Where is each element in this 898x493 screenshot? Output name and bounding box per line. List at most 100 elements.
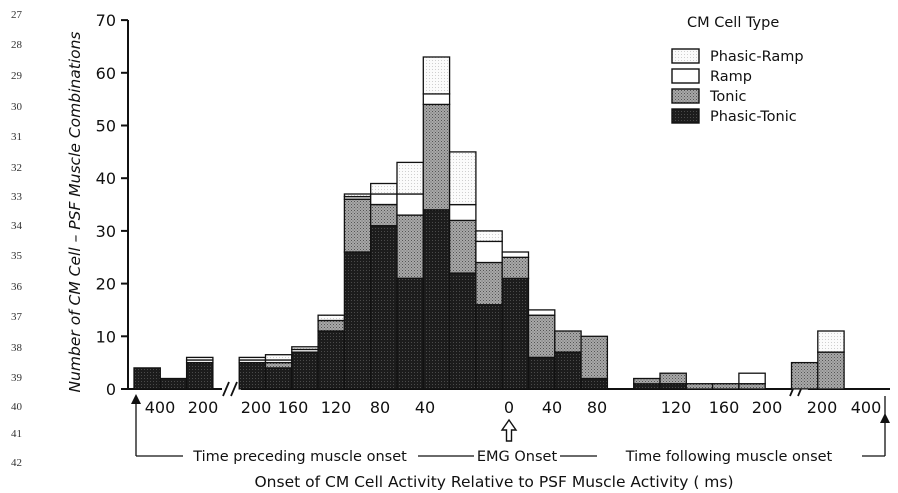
bar-segment-ramp <box>448 203 477 222</box>
x-tick-label: 80 <box>587 398 607 417</box>
x-tick-label: 400 <box>145 398 176 417</box>
bar-segment-phasic-ramp <box>448 151 477 206</box>
bar-segment-phasic-tonic <box>527 356 556 390</box>
axis-break-mark <box>230 381 238 397</box>
bar-segment-phasic-tonic <box>317 330 346 390</box>
bar-segment-tonic <box>396 214 424 279</box>
bar-segment-tonic <box>659 372 687 385</box>
y-tick-label: 30 <box>96 222 116 241</box>
bar-segment-phasic-ramp <box>370 182 398 195</box>
x-tick-label: 400 <box>851 398 882 417</box>
bar-segment-phasic-tonic <box>238 361 267 390</box>
y-axis-label: Number of CM Cell – PSF Muscle Combinati… <box>66 32 84 393</box>
x-tick-label: 200 <box>188 398 219 417</box>
line-number: 37 <box>11 311 23 323</box>
bar-segment-phasic-tonic <box>396 277 424 390</box>
y-tick-label: 0 <box>106 380 116 399</box>
x-tick-label: 40 <box>542 398 562 417</box>
bar-segment-phasic-tonic <box>633 383 661 390</box>
bar-segment-phasic-tonic <box>291 351 319 390</box>
bar-segment-tonic <box>501 256 530 280</box>
legend-swatch-tonic <box>671 88 700 104</box>
bar-segment-phasic-tonic <box>185 361 214 390</box>
arrow-up-icon <box>880 413 890 423</box>
bar-segment-ramp <box>422 93 451 106</box>
line-number: 33 <box>11 191 23 203</box>
bar-segment-tonic <box>264 361 293 369</box>
x-axis-label: Onset of CM Cell Activity Relative to PS… <box>254 473 733 491</box>
bar-segment-phasic-ramp <box>291 346 319 351</box>
line-number: 42 <box>11 457 22 469</box>
bar-segment-phasic-tonic <box>475 304 503 390</box>
legend-swatch-phasic-tonic <box>671 108 700 124</box>
line-number: 34 <box>11 220 23 232</box>
y-tick-label: 40 <box>96 169 116 188</box>
bar-segment-phasic-tonic <box>370 224 398 390</box>
bar-segment-tonic <box>370 203 398 227</box>
bar-segment-tonic <box>685 383 714 390</box>
bar-segment-phasic-tonic <box>501 277 530 390</box>
legend-swatch-phasic-ramp <box>671 48 700 64</box>
bar-segment-phasic-ramp <box>317 314 346 322</box>
bar-segment-phasic-ramp <box>185 356 214 361</box>
line-number: 38 <box>11 342 23 354</box>
x-tick-label: 200 <box>752 398 783 417</box>
bar-segment-tonic <box>527 314 556 359</box>
bar-segment-tonic <box>711 383 740 390</box>
line-number: 40 <box>11 401 23 413</box>
bar-segment-ramp <box>370 193 398 206</box>
bar-segment-phasic-tonic <box>159 377 188 390</box>
bar-segment-tonic <box>554 330 582 353</box>
bar-segment-phasic-tonic <box>343 251 372 390</box>
bar-segment-ramp <box>501 251 530 258</box>
x-tick-label: 120 <box>321 398 352 417</box>
bar-segment-phasic-ramp <box>475 230 503 243</box>
x-tick-label: 80 <box>370 398 390 417</box>
line-number: 31 <box>11 131 22 143</box>
bar-segment-ramp <box>527 309 556 316</box>
arrow-up-icon <box>131 394 141 404</box>
line-number: 28 <box>11 39 23 51</box>
bar-segment-phasic-tonic <box>133 367 161 390</box>
bar-segment-tonic <box>580 335 609 380</box>
y-tick-label: 20 <box>96 275 116 294</box>
bar-segment-ramp <box>396 193 424 216</box>
x-tick-label: 160 <box>278 398 309 417</box>
bar-segment-ramp <box>475 240 503 264</box>
x-tick-label: 40 <box>415 398 435 417</box>
bar-segment-tonic <box>817 351 845 390</box>
annotation-left: Time preceding muscle onset <box>192 449 407 465</box>
line-number: 39 <box>11 372 23 384</box>
x-tick-label: 160 <box>709 398 740 417</box>
line-number: 32 <box>11 162 22 174</box>
bar-segment-phasic-ramp <box>422 56 451 95</box>
legend-label: Phasic-Ramp <box>710 49 804 65</box>
bar-segment-tonic <box>738 383 766 390</box>
bar-segment-phasic-ramp <box>396 161 424 195</box>
emg-onset-arrow-icon <box>500 418 518 442</box>
bar-segment-phasic-tonic <box>580 377 609 390</box>
line-number: 35 <box>11 250 23 262</box>
bar-segment-tonic <box>475 261 503 306</box>
bar-segment-tonic <box>448 219 477 274</box>
bar-segment-tonic <box>633 377 661 385</box>
y-tick-label: 70 <box>96 11 116 30</box>
legend-title: CM Cell Type <box>687 15 779 31</box>
bar-segment-phasic-ramp <box>264 354 293 361</box>
bar-segment-phasic-ramp <box>238 356 267 361</box>
bar-segment-phasic-tonic <box>659 383 687 390</box>
x-tick-label: 120 <box>661 398 692 417</box>
bar-segment-ramp <box>738 372 766 385</box>
bar-segment-phasic-tonic <box>448 272 477 390</box>
y-tick-label: 50 <box>96 117 116 136</box>
bar-segment-tonic <box>422 103 451 211</box>
x-tick-label: 0 <box>504 398 514 417</box>
bar-segment-phasic-ramp <box>817 330 845 353</box>
line-number: 29 <box>11 70 23 82</box>
bar-segment-phasic-tonic <box>264 367 293 390</box>
line-number: 27 <box>11 9 23 21</box>
line-number: 41 <box>11 428 22 440</box>
legend-label: Ramp <box>710 69 752 85</box>
bar-segment-phasic-tonic <box>554 351 582 390</box>
legend-label: Phasic-Tonic <box>710 109 797 125</box>
